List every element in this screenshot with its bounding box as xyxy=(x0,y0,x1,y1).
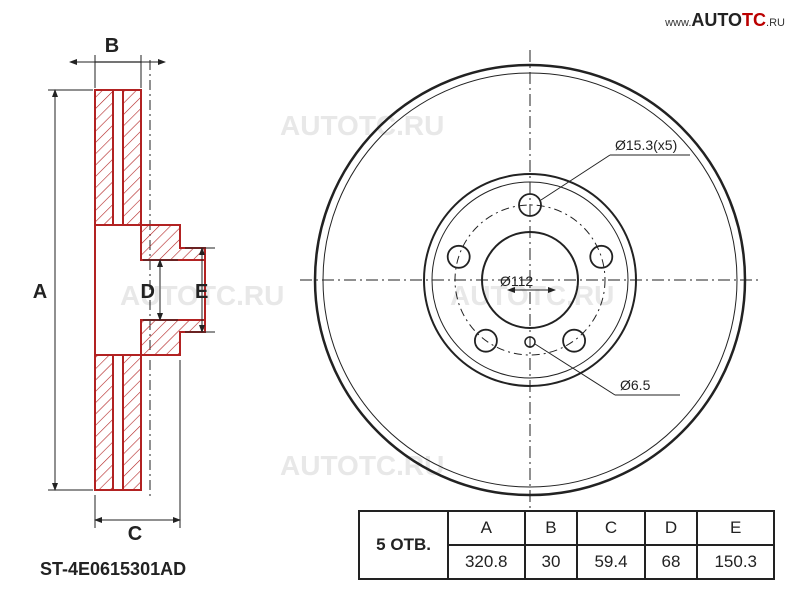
dimension-table: 5 ОТВ. A B C D E 320.8 30 59.4 68 150.3 xyxy=(358,510,775,580)
dim-b-label: B xyxy=(105,35,119,57)
val-c: 59.4 xyxy=(577,545,644,579)
col-b: B xyxy=(525,511,578,545)
val-b: 30 xyxy=(525,545,578,579)
dim-a-label: A xyxy=(33,281,47,303)
col-a: A xyxy=(448,511,525,545)
front-view: Ø15.3(x5) Ø112 Ø6.5 xyxy=(300,50,760,510)
dim-e-label: E xyxy=(195,281,208,303)
val-a: 320.8 xyxy=(448,545,525,579)
screw-dia-label: Ø6.5 xyxy=(620,377,651,393)
table-header: 5 ОТВ. xyxy=(359,511,448,579)
dim-d-label: D xyxy=(141,281,155,303)
col-e: E xyxy=(697,511,774,545)
val-e: 150.3 xyxy=(697,545,774,579)
center-dia-label: Ø112 xyxy=(500,273,533,289)
side-view: B A C D E xyxy=(33,35,215,545)
col-d: D xyxy=(645,511,698,545)
col-c: C xyxy=(577,511,644,545)
part-number: ST-4E0615301AD xyxy=(40,559,186,580)
hole-dia-label: Ø15.3(x5) xyxy=(615,137,677,153)
val-d: 68 xyxy=(645,545,698,579)
dim-c-label: C xyxy=(128,523,142,545)
